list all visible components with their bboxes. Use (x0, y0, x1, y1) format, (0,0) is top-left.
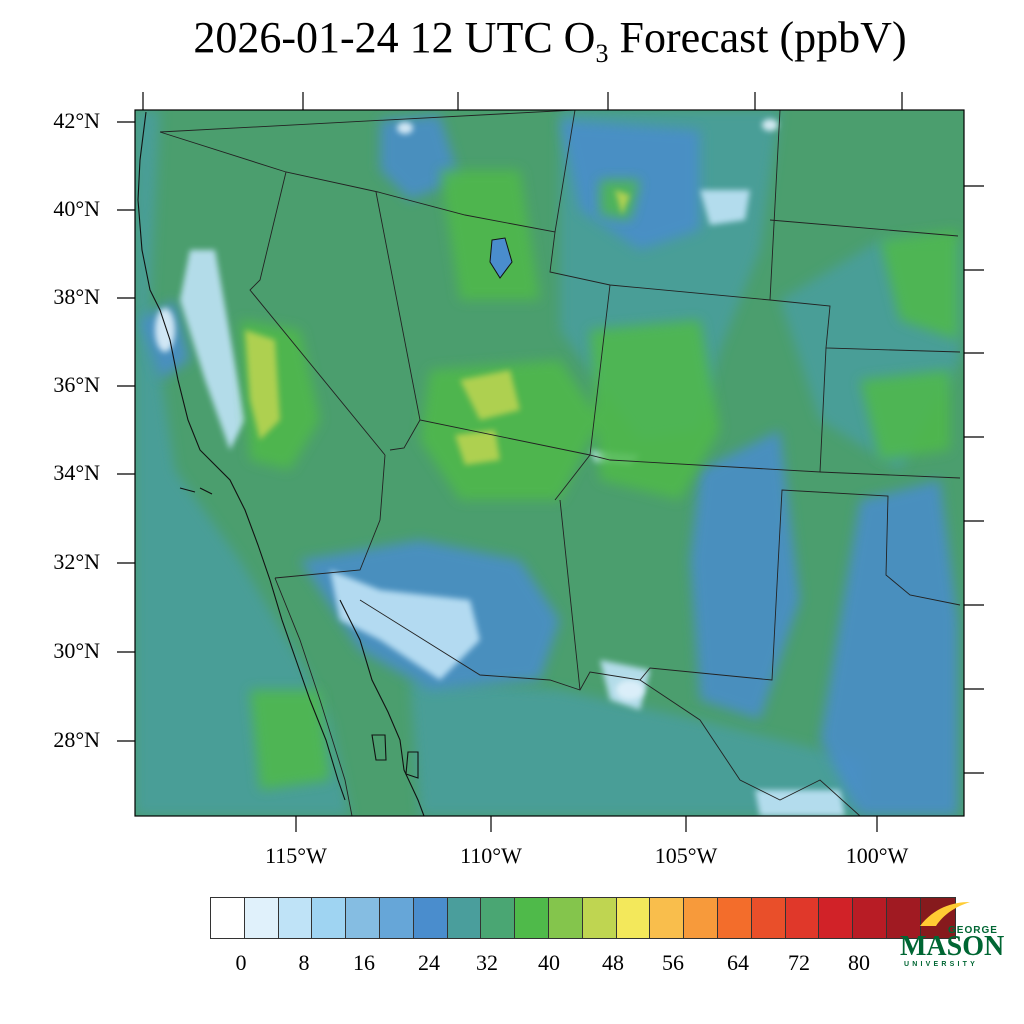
state-borders (159, 109, 961, 817)
colorbar-bin-5 (379, 898, 414, 938)
logo-university: UNIVERSITY (904, 961, 978, 968)
colorbar-bin-17 (785, 898, 820, 938)
colorbar-bin-11 (582, 898, 617, 938)
concentration-field (135, 110, 964, 816)
colorbar-bin-14 (684, 898, 718, 938)
george-mason-university-logo: GEORGE MASON UNIVERSITY (900, 902, 1004, 968)
lat-label-36n: 36°N (53, 372, 100, 397)
colorbar-bin-1 (244, 898, 279, 938)
lat-label-40n: 40°N (53, 196, 100, 221)
lat-label-42n: 42°N (53, 108, 100, 133)
axis-ticks (117, 92, 984, 832)
colorbar-label-48: 48 (602, 950, 624, 975)
title-prefix: 2026-01-24 12 UTC O (193, 13, 596, 62)
colorbar-label-80: 80 (848, 950, 870, 975)
lon-label-110w: 110°W (460, 843, 522, 868)
colorbar-bin-19 (853, 898, 887, 938)
colorbar-bin-7 (447, 898, 482, 938)
colorbar-bin-12 (616, 898, 651, 938)
colorbar-bin-6 (413, 898, 448, 938)
ozone-forecast-map (117, 92, 984, 832)
title-subscript: 3 (595, 39, 609, 68)
colorbar-bin-4 (346, 898, 380, 938)
colorbar-bin-2 (278, 898, 313, 938)
colorbar-bin-9 (515, 898, 549, 938)
colorbar-label-32: 32 (476, 950, 498, 975)
colorbar-bin-20 (886, 898, 921, 938)
colorbar-label-72: 72 (788, 950, 810, 975)
colorbar-label-8: 8 (298, 950, 310, 975)
lat-label-32n: 32°N (53, 549, 100, 574)
lon-label-115w: 115°W (265, 843, 327, 868)
colorbar-label-24: 24 (418, 950, 440, 975)
colorbar-bin-8 (481, 898, 516, 938)
colorbar-bin-10 (548, 898, 583, 938)
colorbar (210, 897, 956, 939)
logo-mason: MASON (900, 931, 1004, 962)
colorbar-bin-15 (717, 898, 752, 938)
colorbar-label-64: 64 (727, 950, 749, 975)
colorbar-bin-16 (751, 898, 786, 938)
colorbar-bin-18 (819, 898, 854, 938)
logo-swoosh (920, 902, 970, 926)
colorbar-label-40: 40 (538, 950, 560, 975)
colorbar-label-56: 56 (662, 950, 684, 975)
map-border (134, 109, 965, 817)
title-suffix: Forecast (ppbV) (608, 13, 907, 62)
colorbar-bin-13 (650, 898, 685, 938)
colorbar-label-0: 0 (235, 950, 247, 975)
great-salt-lake (489, 237, 513, 279)
lon-label-100w: 100°W (845, 843, 909, 868)
map-title: 2026-01-24 12 UTC O3 Forecast (ppbV) (0, 12, 1024, 69)
logo-george: GEORGE (948, 925, 998, 936)
colorbar-bin-0 (211, 898, 245, 938)
lat-label-34n: 34°N (53, 460, 100, 485)
lat-label-28n: 28°N (53, 727, 100, 752)
lat-label-30n: 30°N (53, 638, 100, 663)
lon-label-105w: 105°W (654, 843, 718, 868)
colorbar-bin-3 (312, 898, 347, 938)
colorbar-label-16: 16 (353, 950, 375, 975)
lat-label-38n: 38°N (53, 284, 100, 309)
coastline (137, 111, 425, 817)
